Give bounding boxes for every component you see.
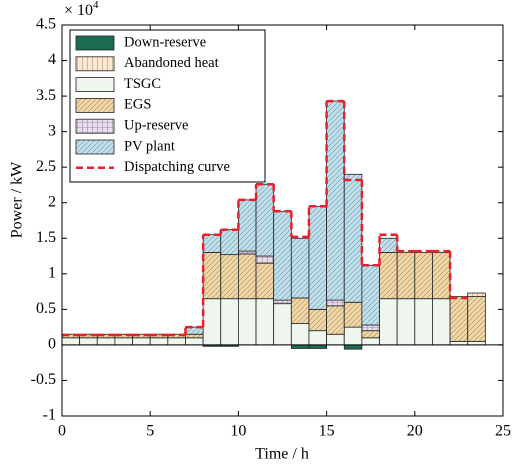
bar-segment: [237, 253, 257, 300]
bar-segment: [414, 252, 433, 300]
bar-segment: [290, 297, 310, 324]
y-tick-label: 3.5: [36, 87, 56, 104]
bar-segment: [343, 326, 363, 346]
x-tick-label: 0: [58, 423, 66, 440]
bar-segment: [467, 296, 486, 342]
bar-segment: [202, 298, 222, 346]
bar-segment: [379, 252, 398, 300]
bar-segment: [290, 323, 310, 346]
multiplier-exponent: 4: [93, 0, 99, 11]
bar-segment: [255, 183, 275, 257]
legend-label: TSGC: [124, 76, 161, 92]
x-tick-label: 20: [407, 423, 423, 440]
bar-segment: [308, 344, 327, 349]
bar-segment: [79, 337, 98, 346]
x-tick-label: 10: [230, 423, 246, 440]
x-axis-label: Time / h: [255, 446, 309, 463]
legend-label: EGS: [124, 97, 151, 113]
y-tick-label: 2.5: [36, 158, 56, 175]
y-tick-label: -0.5: [31, 371, 56, 388]
bar-segment: [202, 234, 222, 253]
x-tick-label: 15: [319, 423, 335, 440]
bar-segment: [308, 330, 327, 346]
bar-segment: [114, 337, 133, 346]
bar-segment: [396, 298, 416, 346]
legend-swatch: [75, 77, 115, 92]
bar-segment: [414, 298, 433, 346]
legend-label: Up-reserve: [124, 118, 188, 134]
bar-segment: [290, 237, 310, 299]
bar-segment: [326, 333, 345, 346]
bar-segment: [326, 100, 345, 301]
bar-segment: [449, 340, 469, 346]
bar-segment: [326, 299, 345, 307]
bar-segment: [149, 337, 169, 346]
bar-segment: [432, 298, 451, 346]
bar-segment: [467, 340, 486, 346]
y-tick-label: 4: [48, 51, 56, 68]
bar-segment: [132, 337, 151, 346]
y-tick-label: 3: [48, 122, 56, 139]
bar-segment: [220, 298, 239, 346]
legend-swatch: [75, 118, 115, 134]
bar-segment: [167, 337, 186, 346]
bar-segment: [202, 252, 222, 300]
y-tick-label: 0.5: [36, 300, 56, 317]
bar-segment: [273, 299, 292, 305]
bar-segment: [185, 337, 204, 346]
legend-label: Dispatching curve: [124, 159, 230, 175]
bar-segment: [361, 337, 380, 346]
x-tick-label: 5: [146, 423, 154, 440]
bar-segment: [290, 344, 310, 349]
bar-segment: [361, 330, 380, 339]
y-multiplier: × 104: [64, 0, 99, 19]
bar-segment: [61, 337, 81, 346]
bar-segment: [185, 333, 204, 339]
bar-segment: [96, 337, 116, 346]
y-tick-label: 0: [48, 336, 56, 353]
bar-segment: [379, 298, 398, 346]
legend-swatch: [75, 139, 115, 155]
bar-segment: [237, 250, 257, 255]
bar-segment: [432, 252, 451, 300]
bar-segment: [379, 237, 398, 253]
bar-segment: [396, 252, 416, 300]
y-tick-label: 4.5: [36, 16, 56, 33]
x-tick-label: 25: [495, 423, 511, 440]
legend-label: Down-reserve: [124, 34, 206, 50]
bar-segment: [343, 344, 363, 350]
legend-swatch: [75, 98, 115, 113]
multiplier-base: × 10: [64, 2, 93, 19]
legend-label: PV plant: [124, 138, 175, 154]
bar-segment: [343, 173, 363, 303]
bar-segment: [255, 298, 275, 346]
bar-segment: [361, 264, 380, 326]
plot-frame: [61, 24, 504, 417]
bar-segment: [237, 298, 257, 346]
bar-segment: [237, 199, 257, 252]
bar-segment: [326, 305, 345, 335]
legend-swatch: [75, 56, 115, 72]
y-tick-label: 1.5: [36, 229, 56, 246]
y-tick-label: 2: [48, 193, 56, 210]
bar-segment: [308, 308, 327, 332]
y-axis-label: Power / kW: [9, 161, 26, 238]
bar-segment: [467, 292, 486, 297]
bar-segment: [361, 324, 380, 332]
bar-segment: [220, 229, 239, 256]
bar-segment: [343, 301, 363, 328]
y-tick-label: -1: [43, 407, 56, 424]
y-tick-label: 1: [48, 264, 56, 281]
bar-segment: [255, 262, 275, 300]
legend-swatch: [75, 35, 115, 51]
bar-segment: [255, 255, 275, 264]
legend-label: Abandoned heat: [124, 55, 219, 71]
bar-segment: [273, 303, 292, 346]
bar-segment: [220, 254, 239, 300]
bar-segment: [273, 210, 292, 301]
bar-segment: [308, 205, 327, 310]
bar-segment: [449, 296, 469, 342]
